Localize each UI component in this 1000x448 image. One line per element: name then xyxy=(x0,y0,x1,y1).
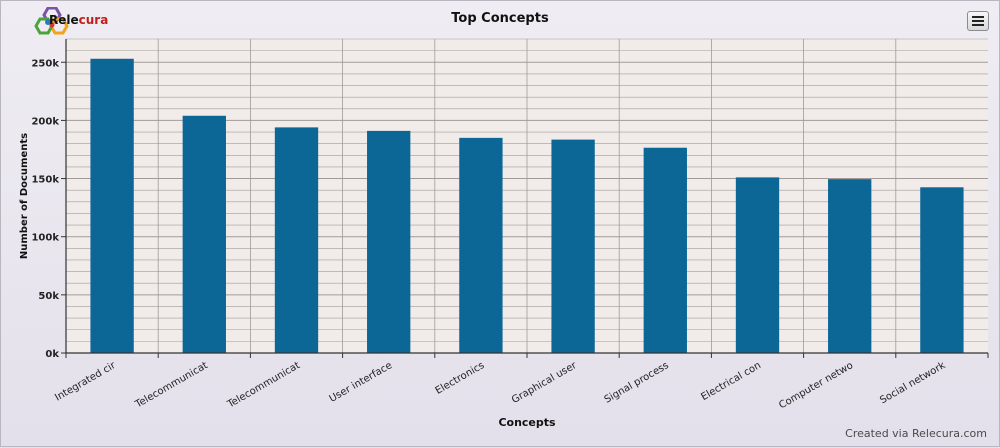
relecura-logo xyxy=(34,7,69,35)
chart-menu-button[interactable] xyxy=(967,11,989,31)
logo-dot-blue xyxy=(45,19,51,25)
x-tick-label: Integrated cir xyxy=(53,360,118,404)
bar-3[interactable] xyxy=(367,130,411,353)
hamburger-menu-icon-bottom xyxy=(972,24,984,26)
x-tick-label: User interface xyxy=(328,360,395,405)
bar-7[interactable] xyxy=(735,177,780,353)
brand-name-main: Rele xyxy=(49,13,79,27)
x-tick-label: Electrical con xyxy=(699,360,763,403)
x-axis-title: Concepts xyxy=(498,416,556,429)
bar-2[interactable] xyxy=(274,127,319,353)
x-tick-label: Electronics xyxy=(434,360,487,397)
y-tick-label: 100k xyxy=(31,233,59,244)
y-tick-label: 200k xyxy=(31,116,59,127)
y-tick-label: 250k xyxy=(31,58,59,69)
bar-1[interactable] xyxy=(182,115,226,353)
chart-title: Top Concepts xyxy=(451,11,549,26)
axes xyxy=(61,39,989,358)
logo-dot-red xyxy=(49,22,55,28)
logo-hex-top xyxy=(42,7,62,24)
y-tick-label: 150k xyxy=(31,175,59,186)
y-tick-label: 50k xyxy=(38,291,59,302)
bar-4[interactable] xyxy=(459,137,503,353)
x-tick-label: Graphical user xyxy=(510,360,579,406)
footer-credit: Created via Relecura.com xyxy=(845,427,987,440)
x-tick-label: Computer netwo xyxy=(777,360,855,411)
hamburger-menu-icon-mid xyxy=(972,20,984,22)
bar-8[interactable] xyxy=(828,179,872,353)
x-tick-label: Social network xyxy=(878,360,947,406)
x-tick-label: Telecommunicat xyxy=(225,360,302,411)
hamburger-menu-icon xyxy=(972,16,984,18)
y-axis-title: Number of Documents xyxy=(19,133,30,259)
bars xyxy=(90,58,964,353)
y-tick-label: 0k xyxy=(45,349,59,360)
x-tick-label: Telecommunicat xyxy=(133,360,210,411)
brand-name: Relecura xyxy=(49,13,108,27)
bar-0[interactable] xyxy=(90,58,134,353)
bar-6[interactable] xyxy=(643,147,687,353)
bar-5[interactable] xyxy=(551,139,595,353)
x-tick-label: Signal process xyxy=(603,360,671,406)
brand-name-accent: cura xyxy=(78,13,109,27)
bar-9[interactable] xyxy=(920,187,964,353)
